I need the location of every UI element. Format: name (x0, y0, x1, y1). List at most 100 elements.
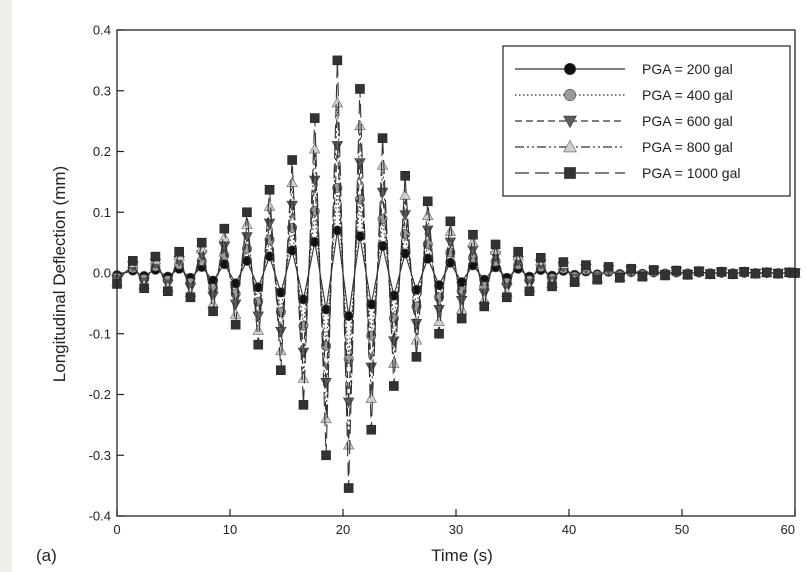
data-point (229, 308, 242, 319)
y-tick-label: 0.2 (93, 144, 111, 159)
data-point (263, 200, 276, 211)
data-point (163, 286, 173, 297)
data-point (615, 273, 625, 283)
data-point (455, 303, 468, 314)
y-tick-label: 0.1 (93, 205, 111, 220)
data-point (445, 216, 456, 227)
data-point (286, 176, 298, 187)
data-point (433, 305, 445, 316)
legend-marker (563, 139, 577, 153)
x-tick-label: 10 (223, 522, 237, 537)
data-point (321, 450, 331, 461)
data-point (376, 159, 389, 170)
data-point (366, 424, 377, 435)
x-axis-label: Time (s) (431, 546, 493, 565)
data-point (207, 297, 219, 308)
data-point (309, 143, 321, 154)
legend-label: PGA = 800 gal (642, 139, 733, 155)
y-tick-label: -0.3 (89, 448, 111, 463)
data-point (208, 306, 218, 317)
y-tick-label: -0.4 (89, 509, 111, 524)
data-point (467, 245, 479, 257)
data-point (694, 266, 704, 276)
legend-entry: PGA = 800 gal (515, 139, 733, 155)
panel-label: (a) (36, 546, 57, 565)
data-point (648, 265, 659, 275)
x-tick-label: 40 (562, 522, 576, 537)
data-point (342, 397, 355, 409)
legend-entry: PGA = 1000 gal (515, 165, 740, 181)
data-point (455, 295, 468, 307)
data-point (399, 189, 411, 200)
data-point (320, 412, 332, 424)
x-tick-label: 20 (336, 522, 350, 537)
data-point (252, 311, 264, 323)
legend-marker (563, 88, 577, 102)
data-point (309, 175, 321, 187)
data-point (433, 315, 445, 326)
data-point (298, 400, 309, 410)
legend-entry: PGA = 200 gal (515, 61, 733, 77)
x-tick-label: 0 (113, 522, 120, 537)
data-point (139, 283, 149, 293)
data-point (411, 352, 422, 362)
data-point (263, 218, 276, 230)
data-point (626, 263, 636, 274)
data-point (331, 141, 344, 152)
data-point (355, 84, 365, 94)
data-point (241, 218, 253, 229)
data-point (275, 344, 287, 356)
data-point (671, 265, 682, 276)
data-point (773, 268, 783, 279)
y-tick-label: 0.0 (93, 266, 111, 281)
data-point (354, 119, 366, 131)
data-point (716, 266, 727, 277)
data-point (410, 318, 423, 330)
data-point (196, 242, 208, 254)
data-point (229, 299, 242, 311)
data-point (241, 232, 253, 243)
data-point (513, 246, 523, 257)
data-point (174, 246, 184, 257)
legend-label: PGA = 600 gal (642, 113, 733, 129)
data-point (728, 269, 738, 280)
data-point (739, 266, 749, 277)
data-point (489, 244, 502, 255)
data-point (219, 223, 230, 234)
data-point (761, 267, 772, 278)
data-point (365, 362, 377, 374)
data-point (682, 270, 693, 280)
data-point (309, 113, 320, 123)
data-point (444, 225, 457, 237)
deflection-chart: 0 10 20 30 40 50 60 0.4 0.3 0.2 0.1 0.0 -0.1 -0.2 -0.3… (36, 23, 801, 565)
legend-marker (563, 62, 577, 76)
data-point (524, 286, 535, 297)
data-point (331, 96, 344, 108)
data-point (637, 271, 648, 282)
data-point (467, 236, 479, 247)
data-point (276, 365, 286, 376)
data-point (592, 274, 603, 285)
data-point (377, 133, 388, 143)
legend-label: PGA = 200 gal (642, 61, 733, 77)
data-point (660, 270, 670, 281)
data-point (320, 377, 332, 389)
data-point (286, 200, 298, 212)
data-point (252, 324, 264, 335)
data-point (253, 339, 264, 350)
data-point (705, 269, 716, 280)
y-tick-label: 0.4 (93, 23, 111, 38)
data-point (230, 319, 241, 330)
data-point (434, 328, 444, 339)
data-point (196, 237, 207, 248)
data-point (376, 187, 389, 199)
series-5 (112, 55, 800, 493)
y-axis-label: Longitudinal Deflection (mm) (50, 166, 69, 382)
data-point (332, 55, 343, 66)
data-point (218, 231, 231, 242)
data-point (128, 256, 138, 266)
data-point (558, 257, 569, 267)
legend-entry: PGA = 400 gal (515, 87, 733, 103)
data-point (456, 313, 467, 324)
data-point (490, 239, 501, 250)
